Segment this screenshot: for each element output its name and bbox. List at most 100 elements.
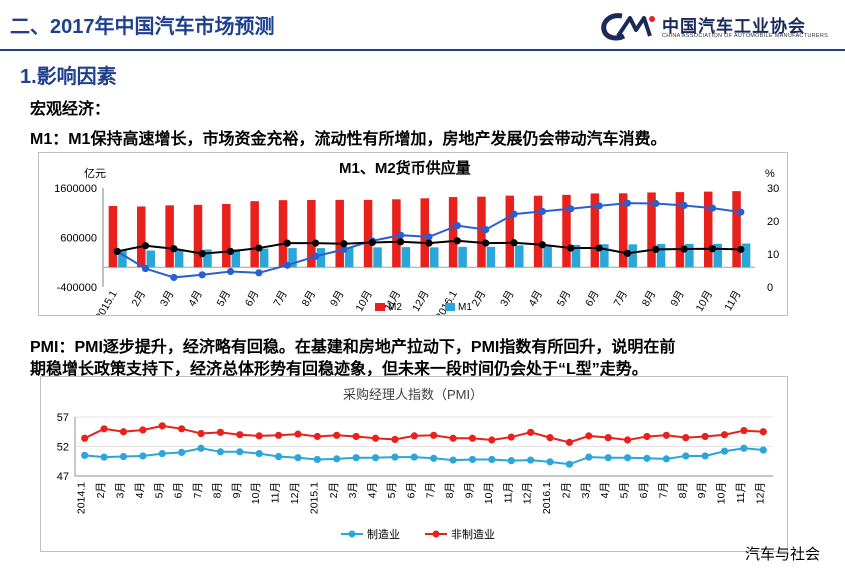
pmi-non-manufacturing-point (119, 428, 128, 436)
chart1-x-tick: 3月 (158, 289, 177, 309)
m2-bar (647, 192, 656, 268)
pmi-manufacturing-point (507, 457, 515, 465)
m2-bar (562, 194, 571, 268)
chart1-x-tick: 2月 (130, 289, 149, 309)
m1-bar (203, 249, 212, 268)
chart1-left-tick: 1600000 (54, 183, 97, 195)
chart2-x-tick: 10月 (250, 482, 262, 504)
m2-bar (448, 197, 458, 268)
m2-growth-point (397, 238, 405, 246)
m1-bar (713, 243, 722, 268)
chart2-y-tick: 52 (57, 442, 69, 454)
chart2-x-tick: 2016.1 (541, 482, 553, 514)
pmi-manufacturing-point (410, 453, 418, 461)
pmi-manufacturing-point (139, 452, 147, 460)
chart1-x-tick: 9月 (328, 289, 347, 309)
m1-growth-point (340, 245, 348, 253)
pmi-non-manufacturing-point (313, 432, 321, 441)
m2-growth-point (198, 250, 206, 258)
pmi-non-manufacturing-point (333, 431, 341, 439)
m1-growth-point (170, 273, 178, 282)
chart1-x-tick: 4月 (186, 289, 205, 309)
m2-growth-point (510, 239, 518, 247)
pmi-chart-frame: 采购经理人指数（PMI） 57 52 47 2014.1 2月 3月 4月 5月 6月 7月 8月 9… (40, 376, 788, 552)
m2-bar (732, 191, 741, 268)
m1-growth-point (397, 231, 405, 239)
m1-growth-point (255, 269, 263, 277)
chart2-x-tick: 4月 (134, 482, 146, 498)
pmi-non-manufacturing-legend-label: 非制造业 (451, 527, 495, 541)
m1-bar (628, 244, 637, 268)
pmi-description-line1: PMI：PMI逐步提升，经济略有回稳。在基建和房地产拉动下，PMI指数有所回升，… (30, 339, 676, 356)
chart2-x-tick: 5月 (386, 482, 398, 498)
m2-bar (590, 193, 600, 268)
pmi-non-manufacturing-point (294, 430, 302, 438)
pmi-manufacturing-point (488, 455, 496, 464)
m1-bar (685, 243, 694, 268)
m1-growth-point (198, 271, 206, 279)
pmi-manufacturing-point (333, 455, 341, 463)
caam-logo-icon (601, 13, 655, 41)
chart2-x-tick: 4月 (367, 482, 379, 498)
chart2-x-tick: 3月 (114, 482, 126, 498)
pmi-non-manufacturing-point (759, 428, 767, 436)
chart2-x-tick: 8月 (211, 482, 223, 498)
m1-bar (656, 244, 666, 268)
pmi-non-manufacturing-point (410, 432, 418, 440)
m1-bar (741, 243, 751, 268)
m2-bar (675, 192, 685, 268)
chart2-x-tick: 11月 (735, 482, 747, 503)
chart2-x-tick: 5月 (619, 482, 631, 498)
page-title: 二、2017年中国汽车市场预测 (10, 16, 275, 38)
m1-growth-point (652, 199, 660, 208)
m1-bar (146, 250, 156, 268)
pmi-non-manufacturing-point (488, 436, 496, 444)
chart1-right-tick: 0 (767, 282, 773, 294)
pmi-manufacturing-point (158, 449, 166, 458)
pmi-non-manufacturing-point (682, 434, 690, 442)
pmi-manufacturing-point (720, 447, 729, 455)
pmi-non-manufacturing-point (197, 429, 205, 438)
pmi-non-manufacturing-point (623, 436, 632, 444)
m1-growth-point (425, 233, 433, 241)
chart1-x-tick: 9月 (668, 289, 687, 309)
chart2-x-tick: 3月 (580, 482, 592, 498)
m2-bar (250, 201, 259, 268)
chart2-x-tick: 11月 (502, 482, 514, 503)
m2-bar (222, 204, 231, 268)
pmi-manufacturing-point (546, 458, 554, 466)
pmi-manufacturing-point (682, 452, 690, 460)
chart1-x-tick: 5月 (555, 289, 574, 309)
chart1-right-tick: 10 (767, 249, 779, 261)
pmi-non-manufacturing-point (430, 431, 438, 439)
chart1-x-tick: 3月 (498, 289, 517, 309)
m2-growth-point (170, 245, 178, 253)
pmi-manufacturing-point (430, 454, 438, 462)
m1-bar (373, 247, 382, 268)
chart2-x-tick: 6月 (173, 482, 185, 498)
m1-growth-point (567, 205, 575, 213)
m1-growth-point (510, 210, 518, 218)
m2-bar (618, 193, 628, 268)
chart2-x-tick: 9月 (463, 482, 475, 498)
m2-growth-point (141, 242, 150, 250)
watermark: 汽车与社会 (745, 546, 821, 563)
pmi-non-manufacturing-point (81, 434, 89, 442)
m2-growth-point (708, 245, 717, 253)
m2-bar (420, 198, 429, 268)
m2-growth-point (340, 240, 348, 248)
m2-growth-point (312, 239, 320, 247)
chart2-x-tick: 9月 (231, 482, 243, 498)
m2-bar (137, 206, 146, 268)
pmi-manufacturing-point (119, 452, 128, 461)
chart2-x-tick: 7月 (425, 482, 437, 498)
chart1-left-tick: 600000 (60, 233, 97, 245)
pmi-non-manufacturing-line (84, 424, 764, 444)
m2-growth-point (595, 244, 603, 252)
chart1-x-tick: 7月 (271, 289, 290, 309)
chart2-x-tick: 2014.1 (76, 482, 88, 514)
m1-growth-point (623, 199, 632, 207)
pmi-chart: 采购经理人指数（PMI） 57 52 47 2014.1 2月 3月 4月 5月 6月 7月 8月 9… (57, 387, 773, 541)
m1-bar (288, 248, 297, 268)
pmi-non-manufacturing-point (507, 433, 515, 441)
